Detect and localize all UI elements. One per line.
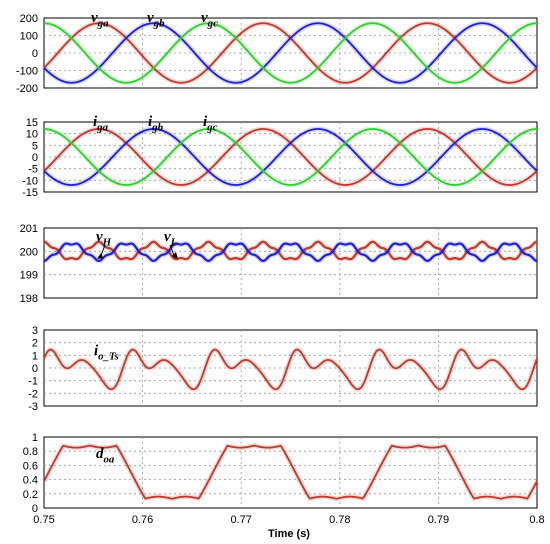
label-vga: vga: [91, 10, 109, 30]
label-igc: igc: [203, 114, 218, 134]
y-tick-label: 3: [32, 325, 38, 337]
y-tick-label: 15: [26, 117, 38, 129]
arrowhead-vH: [97, 253, 103, 259]
series-line-vgc: [43, 22, 538, 84]
x-tick-label: 0.75: [33, 514, 54, 526]
series-line-vgb: [43, 22, 538, 84]
y-tick-label: 0.4: [23, 475, 38, 487]
x-tick-label: 0.76: [132, 514, 153, 526]
y-tick-label: 198: [20, 293, 38, 305]
y-tick-label: 1: [32, 350, 38, 362]
label-vH: vH: [96, 229, 112, 249]
panel-dc-voltage: 198 199 200 201: [20, 223, 538, 305]
y-tick-label: 199: [20, 270, 38, 282]
y-tick-label: -2: [28, 388, 38, 400]
label-doa: doa: [96, 446, 115, 466]
y-tick-label: -5: [28, 164, 38, 176]
series-line-vH: [43, 240, 538, 261]
y-tick-label: -15: [22, 187, 38, 199]
series-line-vL: [43, 242, 538, 263]
y-tick-label: 0: [32, 363, 38, 375]
y-tick-label: 201: [20, 223, 38, 235]
y-tick-label: 0.8: [23, 446, 38, 458]
y-tick-label: -200: [16, 83, 38, 95]
y-tick-label: 0: [32, 152, 38, 164]
arrowhead-vL: [172, 252, 178, 259]
y-tick-label: 100: [20, 31, 38, 43]
label-vgc: vgc: [201, 10, 218, 30]
label-iga: iga: [93, 114, 109, 134]
label-vL: vL: [164, 229, 178, 249]
series-line-io_Ts: [43, 348, 538, 391]
x-tick-label: 0.77: [230, 514, 251, 526]
y-tick-label: -100: [16, 66, 38, 78]
y-tick-label: 200: [20, 13, 38, 25]
y-tick-label: -3: [28, 401, 38, 413]
series-line-igc: [43, 128, 538, 186]
y-tick-label: -10: [22, 175, 38, 187]
plot-frame: [43, 227, 538, 299]
y-tick-label: 5: [32, 140, 38, 152]
label-vgb: vgb: [147, 10, 165, 30]
y-tick-label: -1: [28, 376, 38, 388]
x-tick-label: 0.79: [428, 514, 449, 526]
y-tick-label: 0: [32, 503, 38, 515]
y-tick-label: 0.6: [23, 460, 38, 472]
series-line-igb: [43, 128, 538, 186]
y-tick-label: 200: [20, 246, 38, 258]
y-tick-label: 2: [32, 338, 38, 350]
label-io_Ts: io_Ts: [94, 343, 119, 363]
x-tick-label: 0.8: [529, 514, 544, 526]
series-line-doa: [43, 444, 538, 500]
panel-grid-voltage: -200 -100 0 100 200: [16, 13, 539, 95]
label-igb: igb: [148, 114, 164, 134]
plot-frame: [43, 436, 538, 509]
y-tick-label: 10: [26, 129, 38, 141]
y-tick-label: 0.2: [23, 489, 38, 501]
x-tick-label: 0.78: [329, 514, 350, 526]
y-tick-label: 0: [32, 48, 38, 60]
y-tick-label: 1: [32, 432, 38, 444]
x-axis-label: Time (s): [268, 528, 310, 540]
panel-duty-ratio: 0 0.2 0.4 0.6 0.8 1 0.75 0.76 0.77 0.78 0.79 0.8: [23, 432, 545, 526]
